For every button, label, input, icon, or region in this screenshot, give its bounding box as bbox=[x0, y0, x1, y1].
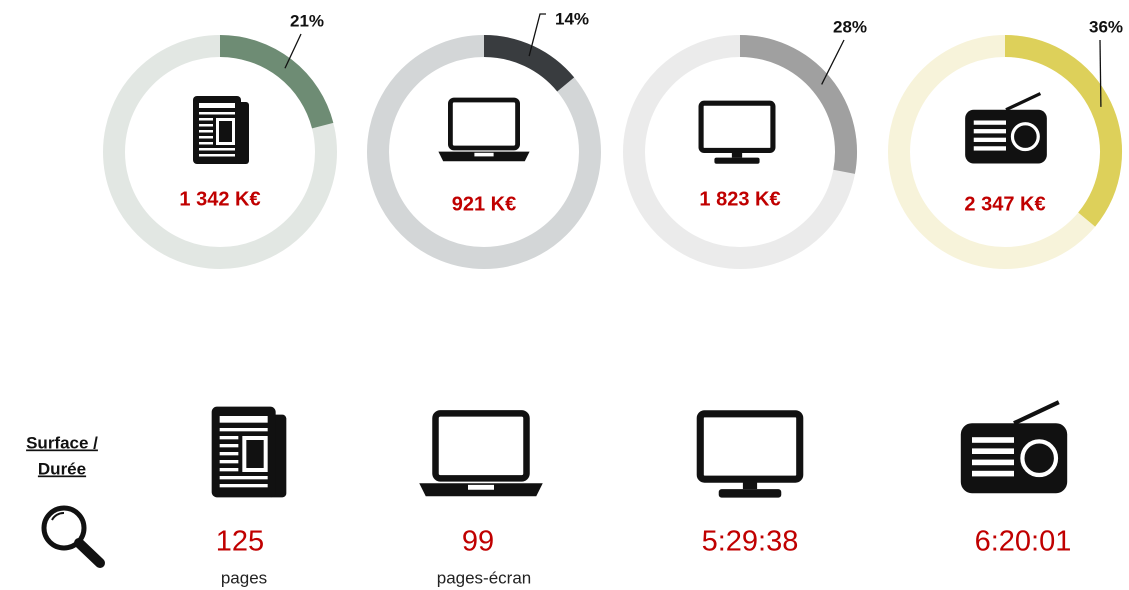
radio-icon bbox=[963, 91, 1049, 166]
heading-line: Durée bbox=[38, 459, 86, 478]
stat-value: 99 bbox=[462, 526, 494, 558]
leader-line bbox=[1099, 39, 1102, 107]
laptop-icon bbox=[419, 413, 543, 496]
newspaper-icon bbox=[193, 96, 249, 164]
leader-line bbox=[528, 13, 546, 57]
radio-icon bbox=[961, 402, 1067, 493]
value-label: 21% bbox=[290, 11, 324, 30]
value-label: 28% bbox=[833, 17, 867, 36]
donut-segment bbox=[739, 35, 857, 174]
leader-line bbox=[284, 33, 302, 69]
donut-segment bbox=[219, 35, 334, 129]
stat-unit: pages-écran bbox=[437, 568, 532, 587]
monitor-icon bbox=[701, 103, 773, 164]
center-label: 2 347 K€ bbox=[964, 193, 1045, 215]
center-label: 1 342 K€ bbox=[179, 188, 260, 210]
value-label: 36% bbox=[1089, 17, 1123, 36]
donut-segment bbox=[1004, 35, 1122, 227]
leader-line bbox=[821, 39, 845, 85]
laptop-icon bbox=[438, 100, 529, 161]
value-label: 14% bbox=[555, 9, 589, 28]
newspaper-icon bbox=[211, 406, 287, 498]
stat-value: 6:20:01 bbox=[975, 526, 1072, 558]
stat-unit: pages bbox=[221, 568, 267, 587]
magnifier-icon bbox=[41, 505, 105, 568]
stat-value: 125 bbox=[216, 526, 264, 558]
stat-value: 5:29:38 bbox=[702, 526, 799, 558]
center-label: 1 823 K€ bbox=[699, 188, 780, 210]
donut-segment bbox=[483, 35, 575, 92]
monitor-icon bbox=[700, 414, 799, 498]
heading-line: Surface / bbox=[26, 433, 98, 452]
center-label: 921 K€ bbox=[452, 193, 517, 215]
